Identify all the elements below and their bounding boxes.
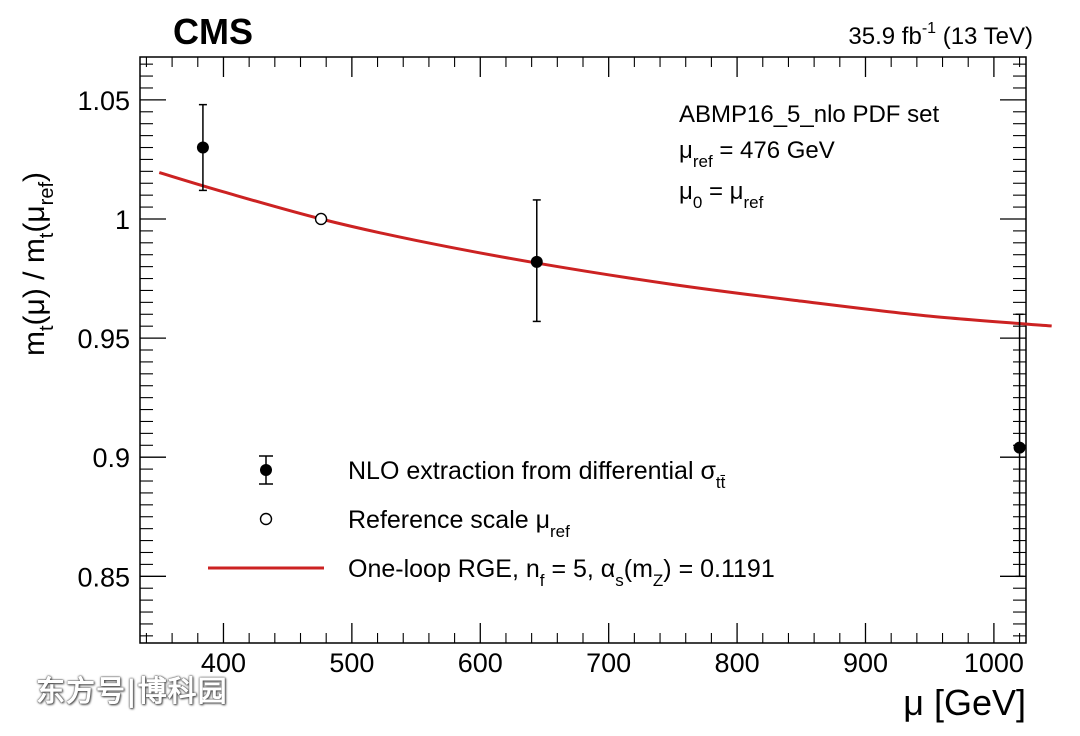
legend-label-rge: One-loop RGE, nf = 5, αs(mZ) = 0.1191 xyxy=(348,555,775,590)
legend-marker-ref xyxy=(259,512,273,526)
reference-point xyxy=(314,212,328,226)
legend: NLO extraction from differential σtt̄ Re… xyxy=(208,455,775,590)
x-tick-label: 700 xyxy=(586,648,631,678)
y-tick-label: 1 xyxy=(115,205,130,235)
axis-tick-labels: 400 500 600 700 800 900 1000 0.85 0.9 0.95 1 1.05 xyxy=(77,86,1024,678)
watermark: 东方号|博科园 xyxy=(36,674,228,708)
axis-ticks xyxy=(140,57,1026,643)
rge-curve xyxy=(158,171,1052,328)
luminosity-label: 35.9 fb-1 (13 TeV) xyxy=(848,20,1033,50)
mu-ref-label: μref = 476 GeV xyxy=(679,137,835,171)
y-tick-label: 0.9 xyxy=(92,443,130,473)
data-point xyxy=(1013,441,1026,454)
legend-label-nlo: NLO extraction from differential σtt̄ xyxy=(348,457,726,492)
x-axis-label: μ [GeV] xyxy=(903,682,1026,723)
mu0-label: μ0 = μref xyxy=(679,178,764,212)
experiment-label: CMS xyxy=(173,11,253,52)
y-tick-label: 1.05 xyxy=(77,86,130,116)
x-tick-label: 400 xyxy=(201,648,246,678)
x-tick-label: 500 xyxy=(329,648,374,678)
x-tick-label: 1000 xyxy=(964,648,1024,678)
x-tick-label: 600 xyxy=(458,648,503,678)
pdf-set-label: ABMP16_5_nlo PDF set xyxy=(679,101,939,128)
data-point xyxy=(196,141,209,154)
y-axis-label: mt(μ) / mt(μref) xyxy=(18,172,58,356)
legend-label-ref: Reference scale μref xyxy=(348,506,570,541)
x-tick-label: 900 xyxy=(843,648,888,678)
y-tick-label: 0.85 xyxy=(77,562,130,592)
series-layer xyxy=(158,103,1052,578)
data-point xyxy=(530,255,543,268)
y-tick-label: 0.95 xyxy=(77,324,130,354)
x-tick-label: 800 xyxy=(715,648,760,678)
legend-marker-nlo xyxy=(259,455,273,485)
